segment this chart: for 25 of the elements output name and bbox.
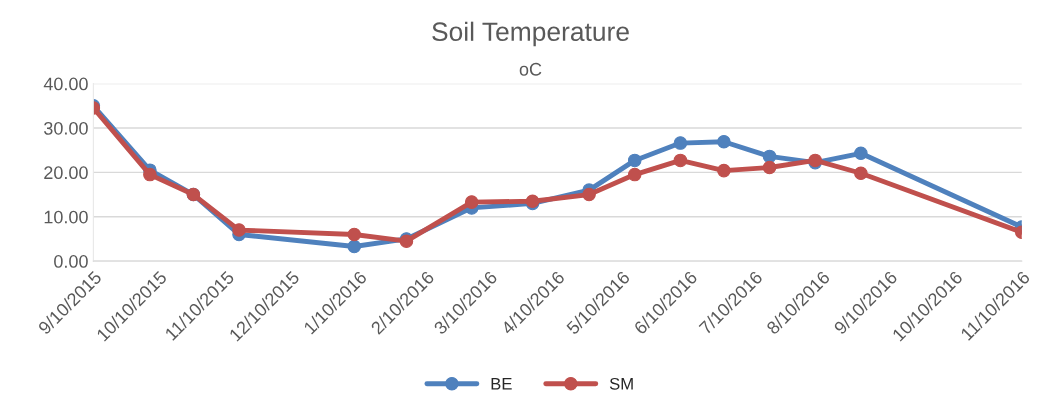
- point: [854, 166, 868, 181]
- point: [347, 239, 362, 254]
- point: [347, 227, 362, 242]
- y-tick-label: 0.00: [54, 255, 88, 268]
- chart-title: Soil Temperature: [432, 21, 629, 47]
- y-tick-label: 30.00: [44, 121, 88, 135]
- point: [762, 160, 777, 175]
- point: [464, 195, 479, 209]
- point: [627, 153, 642, 168]
- point: [717, 163, 731, 178]
- point: [673, 136, 688, 150]
- legend-label: BE: [491, 378, 512, 390]
- point: [854, 146, 868, 161]
- y-tick-label: 10.00: [44, 210, 88, 224]
- point: [627, 167, 642, 182]
- point: [762, 149, 777, 164]
- chart-subtitle: oC: [519, 62, 542, 76]
- point: [673, 153, 688, 168]
- point: [232, 223, 246, 237]
- y-tick-label: 40.00: [43, 77, 88, 91]
- legend-label: SM: [609, 377, 633, 390]
- point: [717, 135, 731, 149]
- point: [143, 167, 157, 182]
- point: [582, 187, 596, 202]
- y-tick-label: 20.00: [44, 166, 88, 180]
